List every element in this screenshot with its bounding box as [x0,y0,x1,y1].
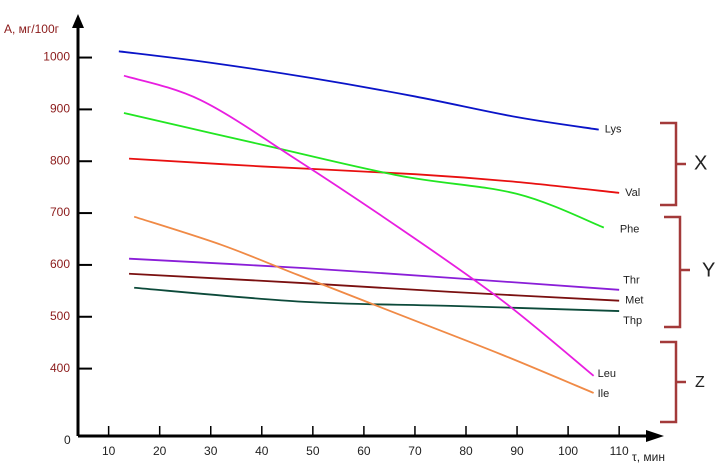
group-label: X [694,152,707,174]
group-brackets [660,121,690,424]
group-label: Y [702,259,715,281]
x-tick-label: 80 [459,444,473,458]
x-tick-label: 110 [610,444,629,458]
y-tick-label: 1000 [43,50,70,64]
series-line [134,286,620,312]
y-tick-label: 900 [50,102,70,116]
x-tick-label: 100 [558,444,578,458]
series-line [123,112,605,229]
x-tick-label: 70 [408,444,422,458]
y-tick-label: 400 [50,361,70,375]
series-line [133,215,594,394]
series-label: Phe [620,223,640,235]
x-axis-title: τ, мин [632,450,665,464]
series-line [118,50,599,131]
bracket-x [660,121,686,207]
y-axis-title: А, мг/100г [4,22,60,36]
series-label: Thr [623,275,640,287]
x-tick-label: 40 [255,444,269,458]
y-tick-label: 800 [50,153,70,167]
bracket-y [664,215,690,329]
y-axis-arrow [72,14,84,28]
x-tick-label: 90 [510,444,524,458]
series-label: Met [625,295,643,307]
x-tick-label: 20 [153,444,167,458]
series-line [129,272,620,302]
x-axis-arrow [646,430,664,442]
x-tick-label: 30 [204,444,218,458]
y-tick-label: 700 [50,205,70,219]
origin-label: 0 [64,433,71,447]
bracket-z [660,340,686,424]
series-label: Leu [598,368,616,380]
series-line [123,74,595,377]
series-line [129,257,620,291]
group-label: Z [695,374,705,391]
series-label: Thp [623,315,642,327]
y-tick-label: 600 [50,257,70,271]
x-tick-label: 50 [306,444,320,458]
x-tick-label: 10 [102,444,116,458]
series-line [129,157,620,194]
y-tick-label: 500 [50,309,70,323]
x-tick-label: 60 [357,444,371,458]
series-label: Ile [598,388,610,400]
series-label: Lys [605,124,622,136]
series-label: Val [625,187,640,199]
